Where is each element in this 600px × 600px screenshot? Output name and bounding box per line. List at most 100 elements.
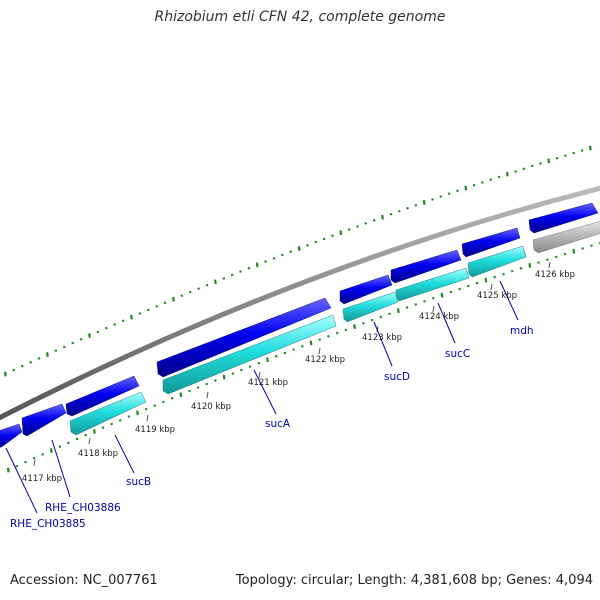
tick-mark (389, 212, 393, 216)
tick-mark (300, 344, 304, 348)
tick-mark (247, 266, 251, 270)
tick-mark (456, 189, 459, 193)
gene-label-sucC[interactable]: sucC (445, 348, 470, 360)
gene-forward-1[interactable] (65, 375, 140, 417)
tick-mark (46, 352, 49, 357)
tick-mark (588, 145, 592, 151)
gene-sucA[interactable] (162, 314, 337, 395)
genome-backbone (0, 185, 600, 421)
tick-mark (514, 170, 517, 173)
tick-mark (264, 260, 267, 263)
genome-summary-text: Topology: circular; Length: 4,381,608 bp… (235, 573, 593, 588)
gene-label-sucA[interactable]: sucA (265, 418, 291, 430)
tick-mark (121, 319, 125, 323)
tick-mark (422, 199, 426, 205)
gene-other-gray[interactable] (532, 220, 600, 254)
tick-mark (497, 175, 501, 179)
tick-mark (75, 437, 79, 441)
tick-mark (289, 250, 293, 254)
tick-mark (71, 341, 75, 345)
tick-mark (572, 248, 576, 254)
tick-mark (580, 149, 584, 152)
tick-mark (283, 351, 287, 355)
scale-label: 4119 kbp (135, 425, 175, 435)
tick-mark (196, 386, 200, 389)
tick-mark (67, 441, 70, 445)
tick-mark (15, 464, 19, 468)
tick-mark (188, 389, 191, 393)
tick-mark (136, 410, 139, 416)
tick-mark (231, 372, 235, 375)
tick-mark (88, 333, 91, 338)
gene-forward-6[interactable] (528, 202, 599, 234)
tick-mark (414, 303, 418, 306)
tick-mark (347, 228, 351, 231)
gene-label-rhe-ch03886[interactable]: RHE_CH03886 (45, 502, 121, 514)
gene-label-mdh[interactable]: mdh (510, 325, 534, 337)
tick-mark (458, 287, 461, 291)
tick-mark (248, 365, 252, 368)
gene-sucC[interactable] (342, 291, 399, 323)
tick-mark (372, 218, 376, 222)
tick-mark (563, 252, 567, 256)
tick-mark (572, 151, 576, 155)
tick-mark (447, 192, 451, 196)
gene-forward-5[interactable] (461, 227, 521, 258)
tick-mark (547, 158, 551, 164)
tick-mark (581, 247, 585, 250)
gene-label-sucD[interactable]: sucD (384, 371, 410, 383)
tick-mark (188, 290, 192, 294)
tick-mark (104, 326, 108, 330)
tick-mark (431, 198, 434, 201)
tick-mark (406, 206, 409, 210)
gene-rhe-ch03886[interactable] (21, 403, 67, 437)
tick-mark (110, 422, 113, 426)
tick-mark (54, 349, 58, 353)
gene-label-sucB[interactable]: sucB (126, 476, 151, 488)
tick-mark (322, 237, 326, 241)
tick-mark (144, 407, 148, 411)
tick-mark (489, 178, 493, 181)
tick-mark (405, 306, 409, 309)
tick-mark (130, 314, 133, 320)
tick-mark (481, 181, 484, 184)
gene-sucB[interactable] (69, 391, 147, 436)
gene-label-rhe-ch03885[interactable]: RHE_CH03885 (10, 518, 86, 530)
tick-mark (440, 292, 444, 298)
tick-mark (274, 354, 278, 358)
scale-label: 4121 kbp (248, 378, 288, 388)
tick-mark (222, 374, 226, 380)
tick-mark (327, 334, 330, 338)
tick-mark (356, 225, 359, 228)
tick-mark (555, 156, 559, 160)
gene-forward-4[interactable] (390, 249, 462, 284)
tick-mark (546, 258, 549, 262)
tick-mark (257, 361, 261, 365)
scale-label: 4122 kbp (305, 355, 345, 365)
tick-mark (353, 324, 356, 329)
gene-forward-3[interactable] (339, 274, 393, 305)
tick-mark (79, 337, 83, 341)
tick-mark (41, 453, 45, 456)
tick-mark (272, 256, 276, 260)
tick-mark (163, 301, 167, 305)
map-title: Rhizobium etli CFN 42, complete genome (154, 9, 446, 25)
gene-forward-2[interactable] (156, 297, 332, 378)
gene-mdh[interactable] (467, 245, 527, 278)
tick-mark (510, 269, 514, 273)
tick-mark (537, 261, 540, 264)
gene-sucD[interactable] (395, 267, 470, 302)
scale-label: 4124 kbp (419, 312, 459, 322)
scale-label: 4117 kbp (22, 474, 62, 484)
tick-mark (280, 253, 284, 257)
tick-mark (239, 270, 242, 273)
tick-mark (214, 279, 217, 285)
tick-mark (84, 433, 88, 437)
tick-mark (505, 171, 509, 177)
gene-rhe-ch03885[interactable] (0, 423, 23, 450)
outer-tick-ring (3, 145, 592, 377)
tick-mark (6, 467, 10, 473)
tick-mark (255, 262, 259, 268)
tick-mark (431, 296, 435, 300)
scale-label: 4123 kbp (362, 333, 402, 343)
